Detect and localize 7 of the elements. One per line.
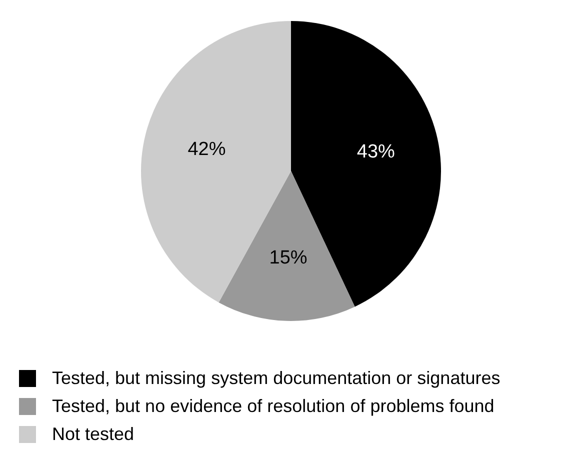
legend-label: Tested, but missing system documentation or signatures — [52, 367, 500, 390]
data-label: 42% — [188, 138, 226, 160]
data-label: 15% — [269, 247, 308, 268]
legend-label: Tested, but no evidence of resolution of problems found — [52, 395, 494, 418]
pie-slice — [218, 171, 355, 321]
legend-label: Not tested — [52, 423, 134, 446]
data-label: 43% — [356, 142, 396, 163]
